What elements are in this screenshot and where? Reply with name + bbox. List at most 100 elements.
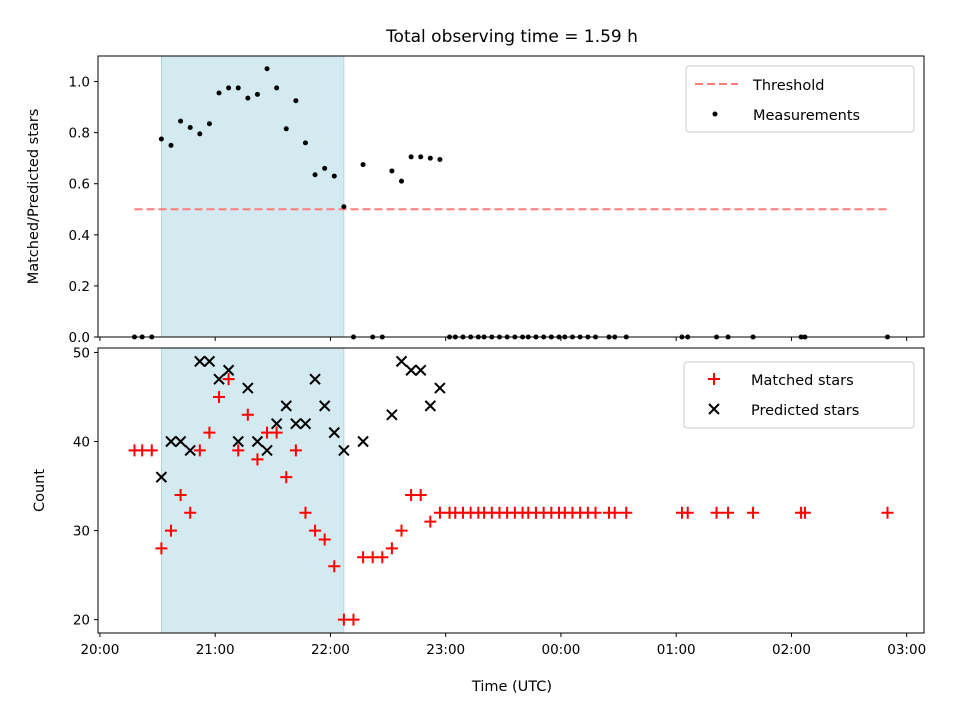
predicted-stars-point — [261, 444, 273, 457]
x-tick-label: 22:00 — [311, 642, 350, 658]
matched-stars-point — [222, 373, 235, 386]
predicted-stars-point — [232, 435, 244, 448]
x-tick-label: 20:00 — [80, 642, 119, 658]
measurement-point — [264, 66, 270, 72]
measurement-point — [178, 118, 184, 124]
measurement-point — [206, 121, 212, 127]
measurement-point — [283, 126, 289, 132]
matched-stars-point — [681, 506, 694, 519]
legend-threshold-label: Threshold — [752, 78, 824, 94]
matched-stars-point — [710, 506, 723, 519]
y-tick-label: 1.0 — [69, 75, 90, 91]
measurement-point — [331, 173, 337, 179]
bottom-legend: Matched stars Predicted stars — [683, 361, 915, 429]
matched-stars-point — [299, 506, 312, 519]
measurement-point — [158, 136, 164, 142]
matched-stars-point — [203, 426, 216, 439]
measurement-point — [427, 155, 433, 161]
measurement-point — [322, 165, 328, 171]
x-tick-label: 02:00 — [772, 642, 811, 658]
legend-predicted-swatch — [708, 403, 720, 415]
predicted-stars-point — [165, 435, 177, 448]
predicted-stars-point — [318, 400, 331, 412]
measurement-point — [312, 172, 318, 178]
predicted-stars-point — [309, 373, 321, 385]
bottom-legend-box — [683, 361, 915, 429]
predicted-stars-point — [299, 417, 312, 430]
bottom-plot-frame — [97, 347, 925, 634]
measurement-point — [341, 204, 347, 210]
matched-stars-point — [309, 524, 322, 537]
y-tick-label: 20 — [73, 613, 90, 629]
matched-stars-point — [174, 488, 187, 501]
matched-stars-point — [376, 551, 389, 564]
matched-stars-point — [289, 444, 302, 457]
y-tick-label: 30 — [73, 524, 90, 540]
predicted-stars-point — [242, 382, 254, 394]
observing-window-span — [160, 55, 345, 338]
top-legend: Threshold Measurements — [685, 65, 915, 133]
measurement-point — [399, 178, 405, 184]
y-tick-label: 0.2 — [69, 279, 90, 295]
x-tick-label: 01:00 — [657, 642, 696, 658]
observing-window-span — [160, 347, 345, 634]
y-tick-label: 0.8 — [69, 126, 90, 142]
matched-stars-point — [328, 560, 341, 573]
bottom-y-axis-label: Count — [32, 469, 48, 512]
x-axis-label: Time (UTC) — [471, 679, 552, 695]
predicted-stars-point — [338, 444, 350, 457]
x-tick-label: 03:00 — [887, 642, 926, 658]
matched-stars-point — [347, 613, 360, 626]
predicted-stars-point — [415, 364, 427, 376]
matched-stars-point — [251, 453, 264, 466]
measurement-point — [197, 131, 203, 137]
matched-stars-point — [620, 506, 633, 519]
predicted-stars-point — [434, 382, 446, 394]
top-legend-box — [685, 65, 915, 133]
measurement-point — [408, 154, 414, 160]
predicted-stars-point — [328, 426, 340, 439]
matched-stars-point — [280, 471, 293, 484]
measurement-point — [389, 168, 395, 174]
measurement-point — [168, 142, 174, 148]
matched-stars-point — [798, 506, 811, 519]
matched-stars-point — [385, 542, 398, 555]
measurement-point — [302, 140, 308, 146]
top-plot-frame — [97, 55, 925, 338]
legend-matched-swatch — [708, 373, 720, 385]
matched-stars-point — [881, 506, 894, 519]
measurement-point — [226, 85, 232, 91]
matched-stars-point — [722, 506, 735, 519]
predicted-stars-point — [424, 400, 437, 412]
matched-stars-point — [318, 533, 331, 546]
y-tick-label: 50 — [73, 345, 90, 361]
y-tick-label: 0.4 — [69, 228, 90, 244]
measurement-point — [254, 91, 260, 97]
predicted-stars-point — [213, 373, 225, 385]
predicted-stars-point — [357, 435, 369, 448]
legend-matched-label: Matched stars — [751, 373, 854, 389]
measurement-point — [293, 98, 299, 104]
matched-stars-point — [232, 444, 245, 457]
matched-stars-point — [213, 390, 226, 403]
x-tick-label: 00:00 — [541, 642, 580, 658]
matched-stars-point — [395, 524, 408, 537]
x-tick-label: 23:00 — [426, 642, 465, 658]
predicted-stars-point — [155, 471, 168, 483]
matched-stars-point — [270, 426, 283, 439]
matched-stars-point — [193, 444, 206, 457]
matched-stars-point — [414, 488, 427, 501]
matched-stars-point — [424, 515, 437, 528]
legend-predicted-label: Predicted stars — [751, 403, 859, 419]
matched-stars-point — [608, 506, 621, 519]
predicted-stars-point — [280, 400, 292, 412]
legend-measurements-label: Measurements — [753, 108, 860, 124]
measurement-point — [245, 95, 251, 101]
matched-stars-point — [241, 408, 254, 421]
matched-stars-point — [155, 542, 168, 555]
y-tick-label: 40 — [73, 435, 90, 451]
matched-stars-point — [747, 506, 760, 519]
measurement-point — [216, 90, 222, 96]
y-tick-label: 0.0 — [69, 330, 90, 346]
